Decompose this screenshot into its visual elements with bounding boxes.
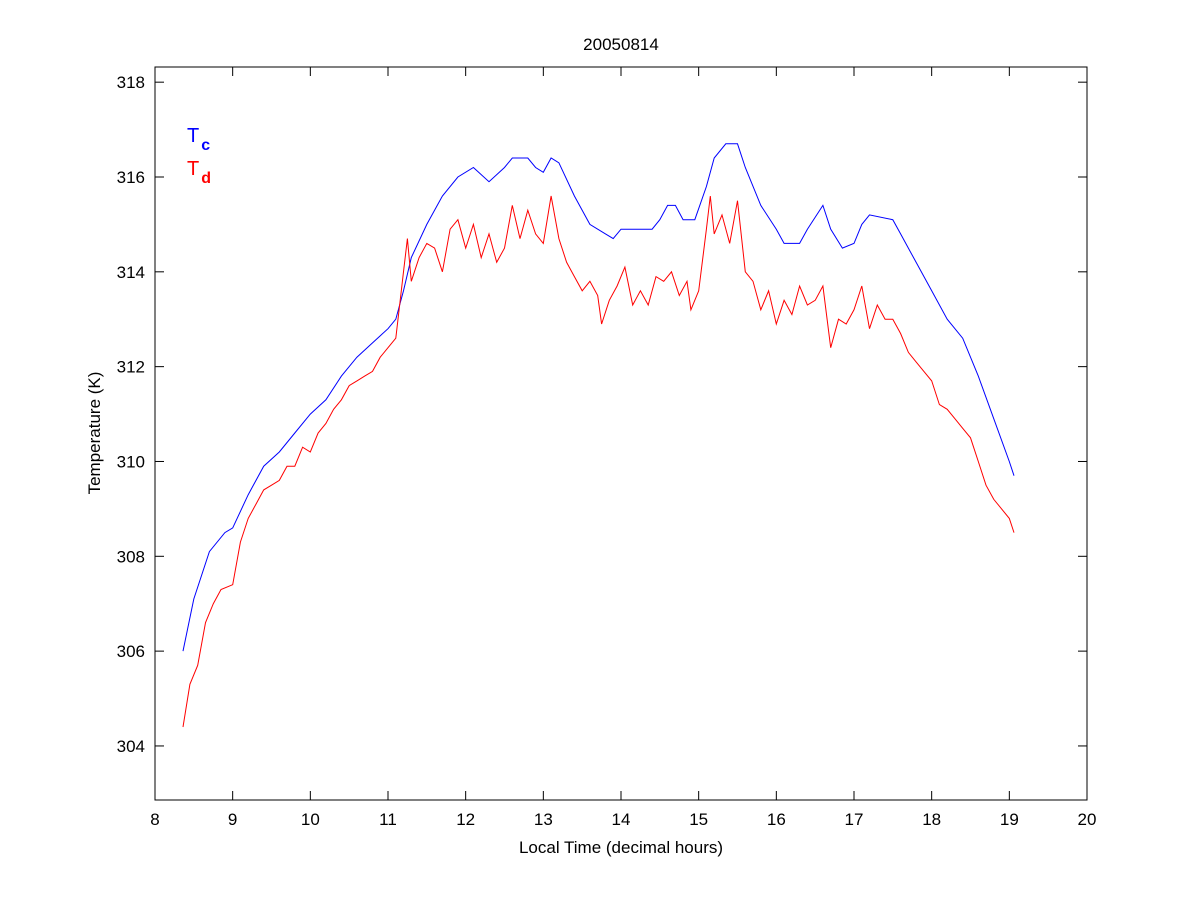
x-axis-label: Local Time (decimal hours) bbox=[519, 838, 723, 857]
x-tick-label: 9 bbox=[228, 810, 237, 829]
legend-subscript: c bbox=[201, 137, 210, 154]
x-tick-label: 20 bbox=[1078, 810, 1097, 829]
x-tick-label: 16 bbox=[767, 810, 786, 829]
y-tick-label: 314 bbox=[117, 263, 145, 282]
x-tick-label: 13 bbox=[534, 810, 553, 829]
x-tick-label: 12 bbox=[456, 810, 475, 829]
x-tick-label: 8 bbox=[150, 810, 159, 829]
x-tick-label: 10 bbox=[301, 810, 320, 829]
y-tick-label: 316 bbox=[117, 168, 145, 187]
series-lines bbox=[182, 143, 1015, 728]
x-tick-label: 19 bbox=[1000, 810, 1019, 829]
x-tick-label: 11 bbox=[379, 810, 397, 829]
chart-title: 20050814 bbox=[583, 35, 659, 54]
y-tick-label: 306 bbox=[117, 642, 145, 661]
series-line-Td bbox=[182, 195, 1015, 728]
x-tick-label: 18 bbox=[922, 810, 941, 829]
x-tick-label: 15 bbox=[689, 810, 708, 829]
y-tick-label: 308 bbox=[117, 547, 145, 566]
series-line-Tc bbox=[182, 143, 1015, 652]
legend-label: T bbox=[187, 158, 199, 180]
x-tick-label: 14 bbox=[612, 810, 631, 829]
y-tick-label: 318 bbox=[117, 73, 145, 92]
x-tick-label: 17 bbox=[845, 810, 864, 829]
legend-subscript: d bbox=[201, 170, 211, 187]
axis-ticks: 8 9 10 11 12 13 14 15 16 17 18 19 20 304 306 308 310 312 3… bbox=[117, 67, 1097, 829]
y-tick-label: 310 bbox=[117, 452, 145, 471]
y-axis-label: Temperature (K) bbox=[85, 372, 104, 495]
y-tick-label: 304 bbox=[117, 737, 145, 756]
y-tick-label: 312 bbox=[117, 358, 145, 377]
legend-label: T bbox=[187, 125, 199, 147]
